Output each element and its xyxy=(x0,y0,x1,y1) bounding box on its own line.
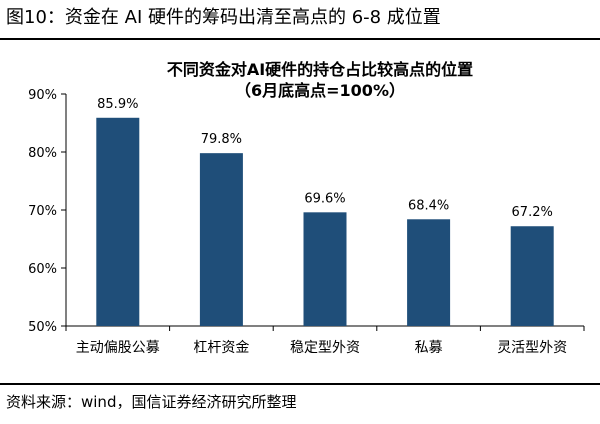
category-label: 杠杆资金 xyxy=(193,340,249,356)
bottom-rule xyxy=(0,383,600,385)
category-label: 稳定型外资 xyxy=(290,340,360,356)
bar xyxy=(303,212,347,326)
data-label: 69.6% xyxy=(304,191,345,206)
category-label: 私募 xyxy=(415,340,443,356)
bar xyxy=(407,219,451,326)
y-tick-label: 50% xyxy=(28,320,57,335)
data-label: 79.8% xyxy=(201,132,242,147)
chart-title: 不同资金对AI硬件的持仓占比较高点的位置 xyxy=(167,60,473,79)
chart-subtitle: （6月底高点=100%） xyxy=(235,81,405,100)
figure-title: 图10：资金在 AI 硬件的筹码出清至高点的 6-8 成位置 xyxy=(6,7,441,28)
y-tick-label: 60% xyxy=(28,262,57,277)
category-label: 主动偏股公募 xyxy=(76,340,160,356)
data-label: 85.9% xyxy=(97,97,138,112)
y-tick-label: 80% xyxy=(28,146,57,161)
data-label: 68.4% xyxy=(408,198,449,213)
data-label: 67.2% xyxy=(512,205,553,220)
bar xyxy=(510,226,554,326)
bar xyxy=(199,153,243,326)
y-tick-label: 70% xyxy=(28,204,57,219)
source-note: 资料来源：wind，国信证券经济研究所整理 xyxy=(6,393,297,411)
bars: 85.9% 79.8% 69.6% 68.4% 67.2% xyxy=(96,97,554,326)
axes: 50% 60% 70% 80% 90% 主动偏股公募 杠杆资金 稳定型外资 私募 灵活型外资 xyxy=(28,88,585,356)
y-tick-label: 90% xyxy=(28,88,57,103)
top-rule xyxy=(0,38,600,40)
category-label: 灵活型外资 xyxy=(497,340,567,356)
bar xyxy=(96,117,140,326)
bar-chart: 不同资金对AI硬件的持仓占比较高点的位置 （6月底高点=100%） 50% 60%… xyxy=(28,60,585,356)
